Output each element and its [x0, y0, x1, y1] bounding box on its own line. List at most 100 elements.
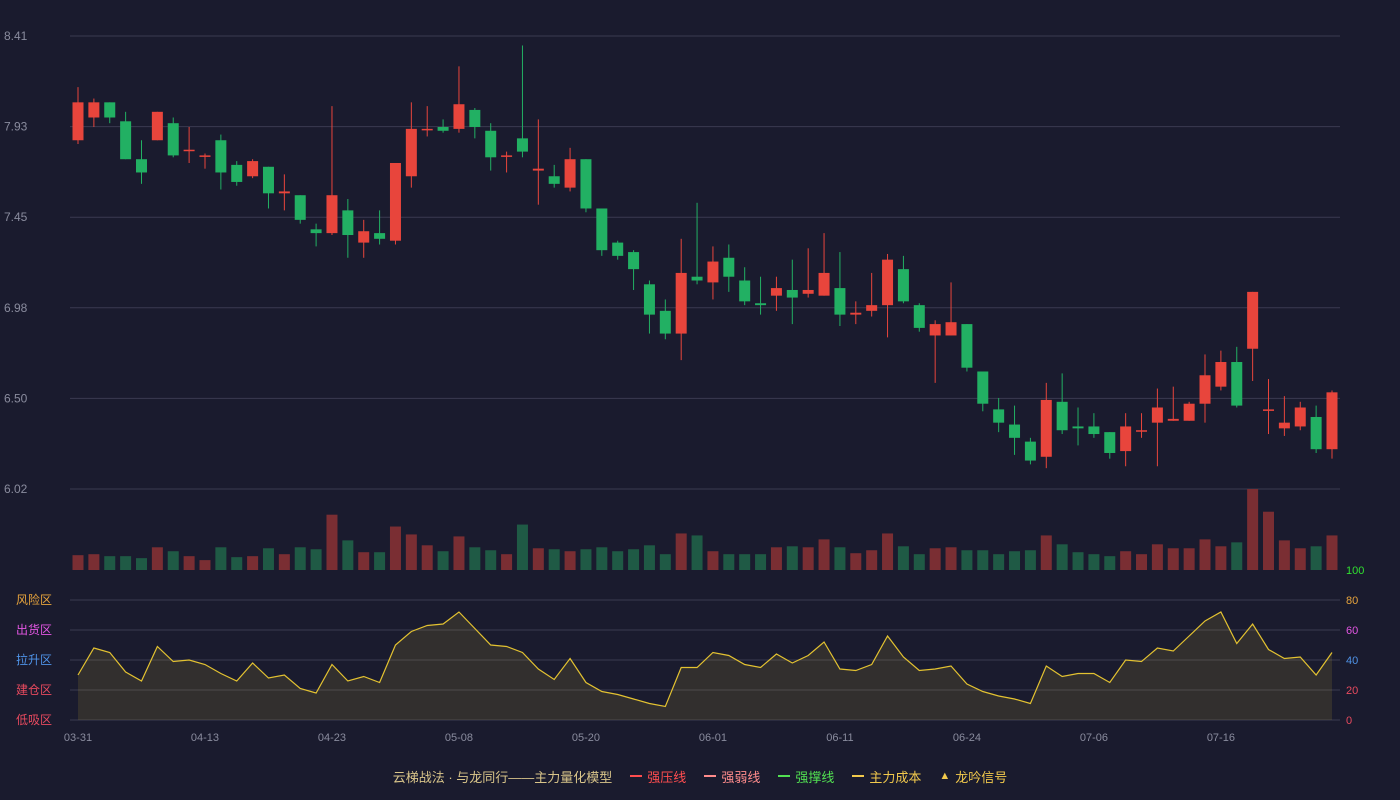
volume-bar: [469, 547, 481, 570]
candle-body: [866, 305, 878, 311]
candle: [469, 108, 481, 139]
candle: [675, 238, 687, 361]
x-tick-label: 04-23: [318, 732, 346, 744]
candle-body: [1183, 403, 1195, 421]
candle-body: [1056, 401, 1068, 431]
candle-body: [421, 128, 433, 131]
candle-body: [1231, 362, 1243, 406]
x-tick-label: 06-11: [826, 732, 853, 744]
volume-bar: [453, 536, 465, 570]
candle-body: [1326, 392, 1338, 450]
zone-label: 建仓区: [16, 683, 52, 697]
candle-body: [183, 149, 195, 152]
x-tick-label: 06-24: [953, 732, 981, 744]
volume-bar: [1183, 548, 1195, 570]
legend-item-strong-pressure[interactable]: 强压线: [630, 767, 686, 786]
candle: [389, 162, 401, 245]
candle-body: [913, 305, 925, 328]
legend-item-main-cost[interactable]: 主力成本: [852, 767, 921, 786]
candle: [374, 210, 386, 245]
candle: [104, 102, 116, 124]
candle-body: [834, 288, 846, 315]
legend-item-dragon-signal[interactable]: ▲ 龙吟信号: [939, 767, 1007, 786]
volume-bar: [596, 547, 608, 570]
volume-bar: [389, 526, 401, 570]
candle-body: [199, 155, 211, 157]
candle-body: [786, 289, 798, 298]
candle-body: [278, 191, 290, 194]
candle: [72, 87, 84, 145]
candle-body: [294, 195, 306, 220]
candle: [405, 102, 417, 188]
volume-bar: [628, 549, 640, 570]
candle-body: [326, 195, 338, 234]
volume-bar: [88, 554, 100, 570]
candle: [1278, 396, 1290, 436]
volume-bar: [1294, 548, 1306, 570]
x-tick-label: 03-31: [64, 732, 92, 744]
candle-body: [247, 161, 259, 177]
candle-body: [151, 111, 163, 141]
legend-label: 主力成本: [869, 769, 922, 785]
candle: [834, 252, 846, 326]
legend-item-strength-line[interactable]: 强弱线: [704, 767, 760, 786]
volume-bar: [278, 554, 290, 570]
candle-body: [485, 130, 497, 158]
indicator-tick-label: 80: [1346, 595, 1358, 607]
candle: [1136, 413, 1148, 438]
volume-bar: [120, 556, 132, 570]
candle: [199, 153, 211, 169]
volume-bar: [183, 556, 195, 570]
price-tick-label: 6.98: [4, 301, 28, 315]
candle: [532, 119, 544, 205]
candle: [850, 301, 862, 325]
volume-bar: [1167, 548, 1179, 570]
candle-body: [72, 102, 84, 141]
candle-body: [612, 242, 624, 256]
price-tick-label: 8.41: [4, 29, 28, 43]
candle: [183, 126, 195, 163]
volume-bar: [739, 554, 751, 570]
volume-bar: [929, 548, 941, 570]
candle-body: [1040, 399, 1052, 457]
candle: [1120, 413, 1132, 467]
candle-body: [135, 159, 147, 173]
zone-label: 拉升区: [16, 652, 52, 667]
zone-label: 出货区: [16, 622, 52, 637]
candle: [215, 134, 227, 190]
volume-bar: [866, 550, 878, 570]
volume-bar: [612, 551, 624, 570]
candle-body: [104, 102, 116, 118]
candle-body: [1009, 424, 1021, 438]
indicator-tick-label: 40: [1346, 655, 1358, 667]
candle-body: [1120, 426, 1132, 452]
candle: [1072, 407, 1084, 446]
candle: [135, 140, 147, 184]
candle: [278, 174, 290, 211]
candle: [1183, 401, 1195, 421]
candle-body: [707, 261, 719, 283]
candle: [516, 45, 528, 158]
candle-body: [1263, 409, 1275, 411]
legend-label: 龙吟信号: [955, 769, 1008, 785]
candle-body: [1136, 430, 1148, 432]
candle-body: [1151, 407, 1163, 423]
candle: [628, 250, 640, 290]
candlestick-series: [72, 45, 1338, 469]
x-axis-labels: 03-31 04-13 04-23 05-08 05-20 06-01 06-11 06-24…: [64, 732, 1235, 744]
volume-bar: [1072, 552, 1084, 570]
candle-body: [739, 280, 751, 302]
candle: [739, 267, 751, 306]
volume-bar: [342, 540, 354, 570]
candle-body: [389, 162, 401, 241]
legend-item-strong-support[interactable]: 强撑线: [778, 767, 834, 786]
volume-bar: [231, 557, 243, 570]
candle: [310, 223, 322, 247]
candle-body: [802, 289, 814, 294]
candle: [897, 255, 909, 304]
volume-bar: [850, 553, 862, 570]
candle-body: [850, 312, 862, 315]
candle: [929, 320, 941, 383]
candle: [1088, 413, 1100, 438]
candle-body: [1294, 407, 1306, 427]
